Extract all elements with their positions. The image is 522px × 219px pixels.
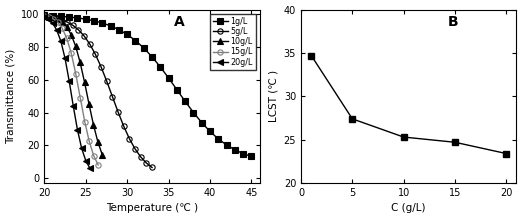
Y-axis label: Transmittance (%): Transmittance (%) <box>6 49 16 144</box>
X-axis label: C (g/L): C (g/L) <box>392 203 426 214</box>
Text: A: A <box>174 15 184 29</box>
X-axis label: Temperature (℃ ): Temperature (℃ ) <box>106 203 198 214</box>
Legend: 1g/L, 5g/L, 10g/L, 15g/L, 20g/L: 1g/L, 5g/L, 10g/L, 15g/L, 20g/L <box>210 14 256 70</box>
Text: B: B <box>447 15 458 29</box>
Y-axis label: LCST (℃ ): LCST (℃ ) <box>268 70 278 122</box>
